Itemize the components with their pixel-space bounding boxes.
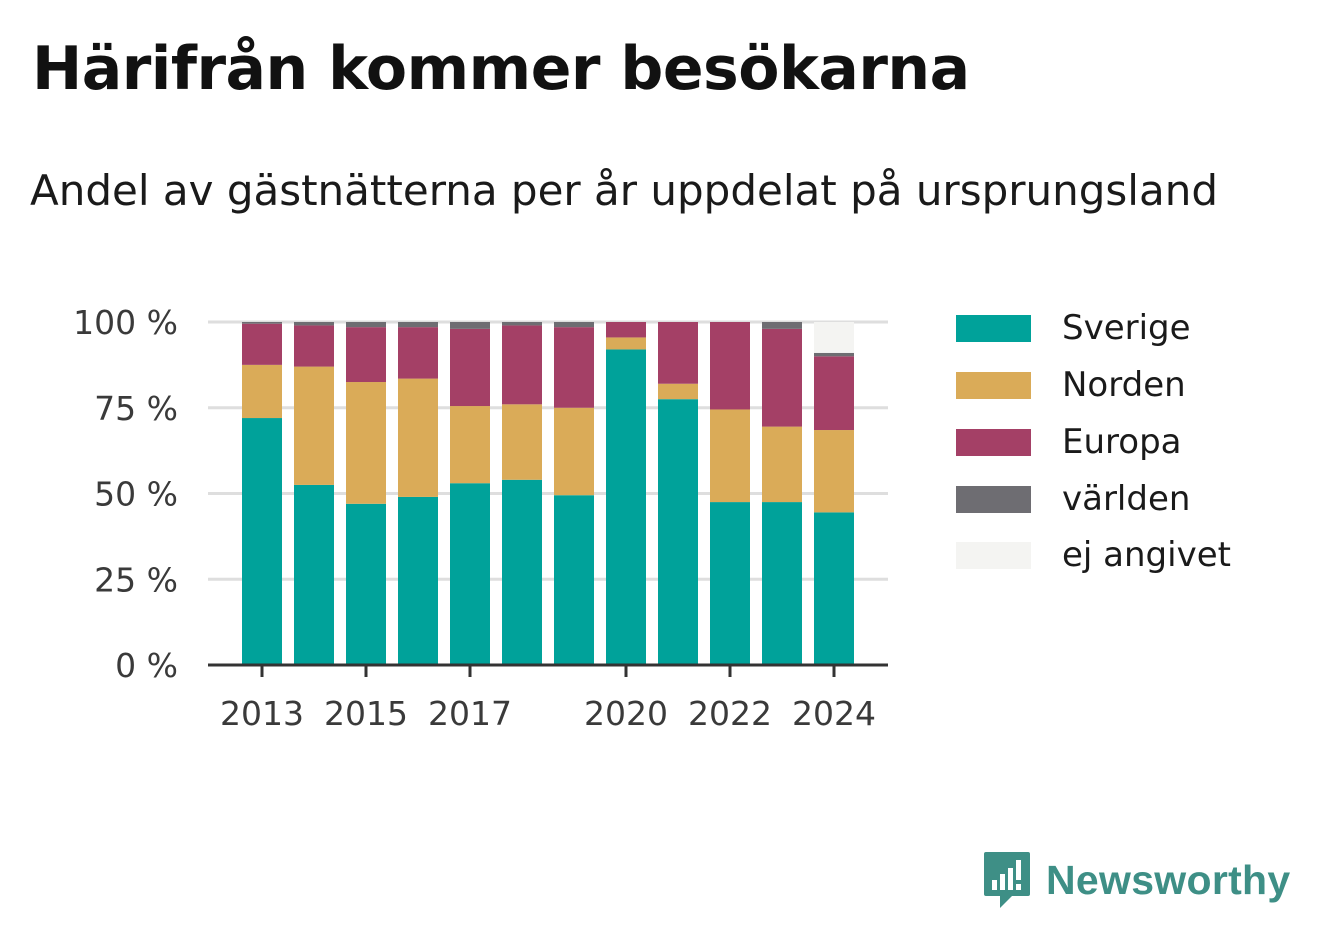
bar-2017-varlden [450,322,490,329]
x-tick-label: 2024 [792,694,876,733]
bar-2016-varlden [398,322,438,328]
bar-2019-sverige [554,495,594,665]
x-tick-label: 2020 [584,694,668,733]
brand-name: Newsworthy [1046,856,1291,903]
bar-2022-sverige [710,502,750,665]
legend-swatch-europa [956,428,1031,456]
chart-title: Härifrån kommer besökarna [32,34,970,104]
bar-2023-varlden [762,322,802,329]
legend-label-norden: Norden [1062,365,1186,405]
bar-2016-norden [398,378,438,497]
bar-2015-sverige [346,503,386,665]
bar-2019-varlden [554,322,594,328]
legend-label-ej-angivet: ej angivet [1062,535,1231,575]
bar-2021-norden [658,383,698,400]
bar-2023-sverige [762,502,802,665]
bar-2020-sverige [606,349,646,665]
legend-swatch-varlden [956,485,1031,513]
bar-2024-europa [814,356,854,431]
bar-2023-europa [762,328,802,427]
legend-item-norden: Norden [956,365,1186,405]
bar-2013-sverige [242,418,282,665]
x-tick-label: 2017 [428,694,512,733]
legend-item-europa: Europa [956,422,1181,462]
bar-2017-europa [450,328,490,407]
y-tick-label: 25 % [94,560,178,599]
bar-2024-norden [814,430,854,513]
brand-logo: Newsworthy [982,850,1291,910]
bar-2024-ej-angivet [814,322,854,353]
y-tick-label: 50 % [94,475,178,514]
legend-item-sverige: Sverige [956,308,1191,348]
bar-2018-varlden [502,322,542,326]
newsworthy-logo-icon [984,852,1030,908]
bar-2015-norden [346,382,386,504]
bar-2020-europa [606,322,646,338]
bar-2019-norden [554,407,594,496]
bar-2022-norden [710,409,750,503]
x-tick-label: 2015 [324,694,408,733]
bar-2014-europa [294,325,334,367]
legend-label-sverige: Sverige [1062,308,1191,348]
bar-2015-europa [346,327,386,383]
legend-item-ej-angivet: ej angivet [956,535,1231,575]
bar-2014-norden [294,366,334,485]
chart-subtitle: Andel av gästnätterna per år uppdelat på… [30,166,1218,215]
bar-2021-sverige [658,399,698,665]
legend-label-varlden: världen [1062,479,1191,519]
bar-2016-europa [398,327,438,379]
bar-2018-sverige [502,479,542,665]
bar-2018-europa [502,325,542,405]
bar-2024-varlden [814,352,854,357]
bar-2016-sverige [398,496,438,665]
bar-2017-norden [450,406,490,484]
bar-2024-sverige [814,512,854,665]
bar-2018-norden [502,404,542,480]
legend-item-varlden: världen [956,479,1190,519]
bar-2017-sverige [450,483,490,665]
bar-2013-europa [242,323,282,365]
bar-2013-varlden [242,322,282,324]
bar-2020-norden [606,337,646,350]
legend-label-europa: Europa [1062,422,1182,462]
y-tick-label: 75 % [94,389,178,428]
bar-2023-norden [762,426,802,503]
legend-swatch-norden [956,371,1031,399]
legend-swatch-ej-angivet [956,541,1031,569]
x-tick-label: 2013 [220,694,304,733]
bar-2014-sverige [294,484,334,665]
bar-2014-varlden [294,322,334,326]
bar-2019-europa [554,327,594,408]
bar-2015-varlden [346,322,386,328]
bar-2013-norden [242,364,282,419]
y-tick-label: 0 % [115,646,178,685]
legend-swatch-sverige [956,314,1031,342]
bar-2022-europa [710,322,750,410]
x-tick-label: 2022 [688,694,772,733]
y-tick-label: 100 % [73,303,178,342]
bar-2021-europa [658,322,698,384]
